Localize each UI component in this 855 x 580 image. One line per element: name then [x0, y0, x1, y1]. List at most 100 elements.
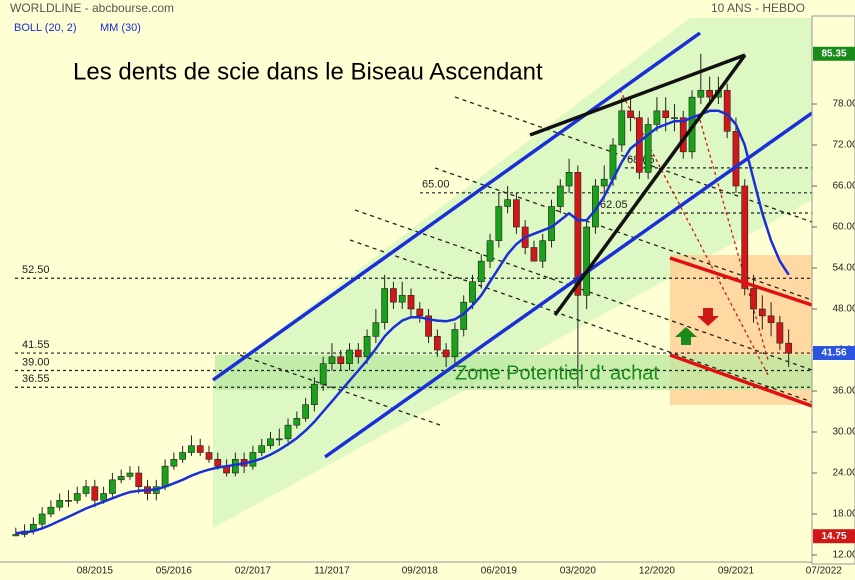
candle-body	[539, 240, 547, 262]
zone-label: Zone Potentiel d' achat	[455, 362, 659, 384]
candle-body	[38, 513, 46, 525]
y-tick-label: 60.00	[832, 222, 855, 233]
candle-body	[398, 295, 406, 303]
header	[0, 0, 855, 16]
candle-body	[556, 185, 564, 207]
source: WORLDLINE - abcbourse.com	[10, 1, 174, 15]
channel-lower	[323, 111, 814, 459]
candle-body	[258, 445, 266, 453]
candle-body	[12, 534, 20, 537]
y-tick-label: 30.00	[832, 427, 855, 438]
channel-upper	[211, 31, 702, 382]
candle-body	[662, 110, 670, 118]
candle-body	[644, 124, 652, 173]
x-tick-label: 03/2020	[560, 566, 597, 577]
x-tick-label: 09/2018	[402, 566, 439, 577]
arrow-up	[675, 327, 697, 345]
candle-body	[600, 178, 608, 187]
indicator: BOLL (20, 2)	[14, 22, 77, 34]
candle-body	[407, 295, 415, 310]
candle-body	[504, 199, 511, 207]
candle-body	[65, 500, 72, 502]
candle-body	[477, 260, 485, 282]
candle-body	[363, 336, 371, 358]
level-label: 36.55	[22, 373, 50, 385]
arrow-down	[697, 308, 719, 326]
candle-body	[319, 363, 327, 385]
candle-body	[627, 110, 634, 118]
x-tick-label: 02/2017	[235, 566, 272, 577]
candle-body	[135, 472, 143, 487]
candle-body	[170, 459, 178, 467]
y-tick-label: 12.00	[832, 550, 855, 561]
candle-body	[293, 418, 301, 426]
candle-body	[56, 500, 64, 508]
candle-body	[337, 356, 345, 364]
candle-body	[548, 206, 555, 241]
period: 10 ANS - HEBDO	[711, 1, 805, 15]
candle-body	[451, 329, 459, 358]
candle-body	[117, 476, 125, 481]
candle-body	[732, 131, 740, 187]
candle-body	[758, 308, 766, 317]
price-tag-label: 14.75	[821, 531, 846, 542]
candle-body	[486, 240, 494, 262]
candle-body	[372, 322, 380, 337]
price-tag-label: 85.35	[821, 48, 846, 59]
candle-body	[750, 288, 757, 310]
candle-body	[671, 117, 678, 119]
candle-body	[302, 404, 309, 419]
candle-body	[495, 206, 503, 241]
x-tick-label: 11/2017	[314, 566, 350, 577]
y-axis-panel	[811, 15, 855, 565]
price-tag	[813, 46, 855, 61]
candle-body	[697, 90, 705, 98]
candle-body	[267, 438, 274, 446]
x-tick-label: 05/2016	[156, 566, 193, 577]
candle-body	[416, 308, 424, 317]
y-tick-label: 54.00	[832, 263, 855, 274]
candle-body	[82, 486, 90, 494]
candle-body	[433, 336, 441, 351]
candle-body	[785, 342, 793, 354]
candle-body	[275, 438, 283, 441]
channel-fill	[213, 18, 812, 528]
candle-body	[100, 493, 107, 501]
y-tick-label: 36.00	[832, 386, 855, 397]
indicator: MM (30)	[100, 22, 141, 34]
x-tick-label: 09/2021	[718, 566, 755, 577]
candle-body	[311, 383, 318, 405]
candle-body	[328, 356, 336, 364]
wedge-lower	[553, 53, 747, 317]
candle-body	[126, 472, 134, 477]
red-lower	[669, 353, 813, 408]
y-tick-label: 24.00	[832, 468, 855, 479]
candle-body	[442, 349, 450, 358]
candle-body	[706, 90, 713, 98]
candle-body	[618, 110, 626, 146]
candle-body	[205, 452, 213, 460]
chart-title: Les dents de scie dans le Biseau Ascenda…	[73, 58, 543, 85]
level-label: 52.50	[22, 264, 50, 276]
x-tick-label: 12/2020	[639, 566, 676, 577]
dotted-line	[454, 96, 813, 223]
level-label: 41.55	[22, 339, 50, 351]
candle-body	[776, 322, 784, 344]
y-tick-label: 78.00	[832, 99, 855, 110]
level-label: 62.05	[600, 199, 628, 211]
candle-body	[188, 445, 195, 453]
candle-body	[214, 459, 222, 467]
candle-body	[354, 349, 362, 358]
y-tick-label: 66.00	[832, 181, 855, 192]
price-tag-label: 41.56	[821, 348, 846, 359]
candle-body	[284, 424, 292, 440]
candle-body	[346, 349, 353, 364]
candle-body	[565, 172, 573, 187]
candle-body	[249, 452, 257, 467]
candle-body	[390, 288, 397, 303]
red-upper	[669, 256, 813, 307]
candle-body	[513, 199, 520, 228]
x-tick-label: 08/2015	[77, 566, 114, 577]
candle-body	[196, 445, 204, 453]
